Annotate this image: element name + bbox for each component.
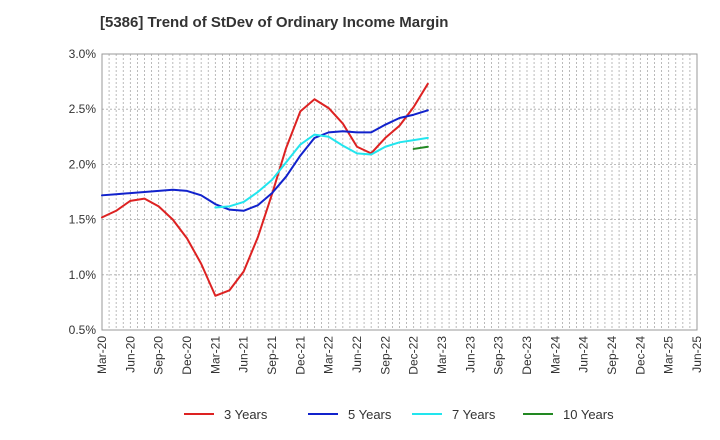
x-tick-label: Jun-25	[690, 336, 704, 373]
legend-label: 3 Years	[224, 407, 268, 422]
x-tick-label: Mar-21	[208, 336, 222, 374]
x-tick-label: Sep-21	[265, 336, 279, 375]
y-tick-label: 3.0%	[69, 47, 97, 61]
y-tick-label: 1.0%	[69, 268, 97, 282]
x-tick-label: Sep-24	[605, 336, 619, 375]
y-tick-label: 0.5%	[69, 323, 97, 337]
x-tick-label: Jun-20	[123, 336, 137, 373]
x-tick-label: Mar-20	[95, 336, 109, 374]
x-tick-label: Dec-22	[407, 336, 421, 375]
legend: 3 Years 5 Years 7 Years 10 Years	[184, 407, 614, 422]
x-tick-label: Sep-22	[378, 336, 392, 375]
x-tick-label: Dec-23	[520, 336, 534, 375]
legend-label: 10 Years	[563, 407, 614, 422]
x-tick-label: Sep-20	[152, 336, 166, 375]
y-tick-label: 1.5%	[69, 213, 97, 227]
legend-label: 7 Years	[452, 407, 496, 422]
y-tick-label: 2.0%	[69, 157, 97, 171]
grid-layer	[102, 54, 697, 330]
x-tick-label: Mar-22	[322, 336, 336, 374]
y-axis: 0.5% 1.0% 1.5% 2.0% 2.5% 3.0%	[69, 47, 97, 337]
x-tick-label: Dec-24	[633, 336, 647, 375]
x-tick-label: Jun-23	[463, 336, 477, 373]
x-tick-label: Mar-24	[548, 336, 562, 374]
x-tick-label: Sep-23	[492, 336, 506, 375]
x-axis: Mar-20 Jun-20 Sep-20 Dec-20 Mar-21 Jun-21 Sep-…	[95, 336, 704, 375]
x-tick-label: Mar-25	[662, 336, 676, 374]
chart-title: [5386] Trend of StDev of Ordinary Income…	[100, 14, 449, 31]
series-line-5-years	[101, 109, 429, 212]
legend-label: 5 Years	[348, 407, 392, 422]
x-tick-label: Jun-21	[237, 336, 251, 373]
y-tick-label: 2.5%	[69, 102, 97, 116]
x-tick-label: Dec-20	[180, 336, 194, 375]
series-line-3-years	[101, 82, 429, 297]
x-tick-label: Jun-24	[577, 336, 591, 373]
series-line-7-years	[214, 133, 429, 209]
x-tick-label: Mar-23	[435, 336, 449, 374]
series-layer	[101, 82, 429, 297]
plot-frame	[101, 53, 698, 331]
series-line-10-years	[412, 145, 429, 150]
x-tick-label: Dec-21	[293, 336, 307, 375]
x-tick-label: Jun-22	[350, 336, 364, 373]
